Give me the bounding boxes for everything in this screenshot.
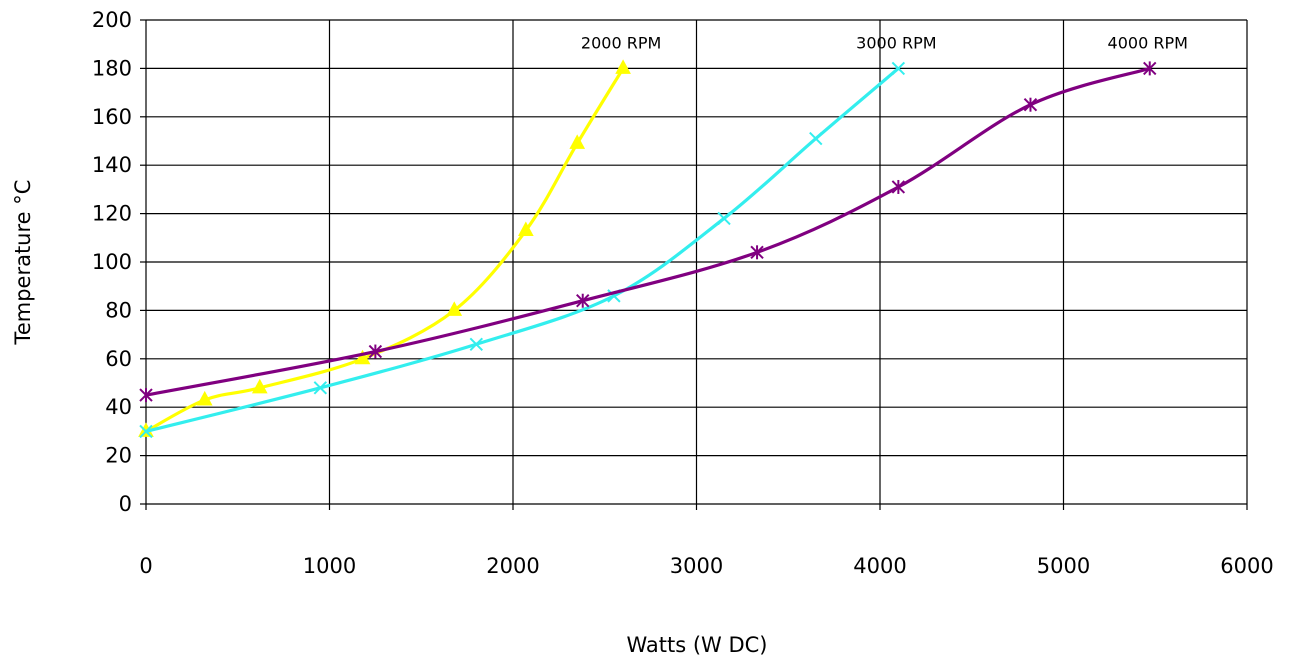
y-tick-label: 40 bbox=[105, 395, 132, 419]
data-point-3000-rpm bbox=[139, 424, 153, 439]
x-tick-label: 5000 bbox=[1037, 554, 1090, 578]
data-point-2000-rpm bbox=[518, 221, 534, 237]
x-axis-ticks: 0 1000 2000 3000 4000 5000 6000 bbox=[139, 554, 1273, 578]
series-line-4000-rpm bbox=[145, 66, 1151, 397]
y-tick-label: 180 bbox=[92, 56, 132, 80]
series-labels: 2000 RPM 3000 RPM 4000 RPM bbox=[581, 33, 1188, 52]
y-tick-label: 120 bbox=[92, 202, 132, 226]
y-tick-label: 60 bbox=[105, 347, 132, 371]
series-label-4000-rpm: 4000 RPM bbox=[1108, 33, 1188, 52]
y-tick-label: 200 bbox=[92, 8, 132, 32]
data-point-4000-rpm bbox=[139, 388, 153, 403]
grid-lines bbox=[140, 19, 1248, 510]
data-point-3000-rpm bbox=[313, 381, 328, 395]
y-axis-ticks: 0 20 40 60 80 100 120 140 160 180 200 bbox=[92, 8, 132, 516]
data-point-2000-rpm bbox=[251, 378, 268, 394]
y-tick-label: 140 bbox=[92, 153, 132, 177]
data-point-4000-rpm bbox=[1023, 97, 1038, 112]
data-point-2000-rpm bbox=[354, 349, 371, 365]
series-label-2000-rpm: 2000 RPM bbox=[581, 33, 661, 52]
x-tick-label: 1000 bbox=[303, 554, 356, 578]
x-tick-label: 2000 bbox=[486, 554, 539, 578]
series-label-3000-rpm: 3000 RPM bbox=[856, 33, 936, 52]
data-point-4000-rpm bbox=[576, 293, 590, 308]
data-point-3000-rpm bbox=[891, 61, 906, 76]
data-point-3000-rpm bbox=[717, 211, 731, 226]
data-point-2000-rpm bbox=[569, 134, 586, 149]
data-point-4000-rpm bbox=[1143, 61, 1157, 76]
x-tick-label: 0 bbox=[139, 554, 152, 578]
series-lines bbox=[138, 59, 1157, 439]
data-point-2000-rpm bbox=[446, 301, 463, 316]
data-point-4000-rpm bbox=[891, 179, 906, 194]
y-tick-label: 100 bbox=[92, 250, 132, 274]
x-tick-label: 3000 bbox=[670, 554, 723, 578]
y-axis-label: Temperature °C bbox=[11, 180, 35, 346]
x-tick-label: 6000 bbox=[1220, 554, 1273, 578]
data-point-3000-rpm bbox=[809, 131, 823, 146]
y-tick-label: 80 bbox=[105, 298, 132, 322]
y-tick-label: 20 bbox=[105, 444, 132, 468]
data-point-4000-rpm bbox=[750, 245, 764, 260]
series-line-2000-rpm bbox=[145, 67, 625, 433]
data-point-2000-rpm bbox=[196, 390, 213, 406]
data-point-2000-rpm bbox=[615, 59, 631, 74]
data-point-3000-rpm bbox=[469, 337, 484, 351]
x-axis-label: Watts (W DC) bbox=[626, 633, 767, 657]
y-tick-label: 0 bbox=[119, 492, 132, 516]
x-tick-label: 4000 bbox=[853, 554, 906, 578]
series-line-3000-rpm bbox=[145, 67, 900, 433]
y-tick-label: 160 bbox=[92, 105, 132, 129]
data-point-4000-rpm bbox=[368, 344, 383, 359]
